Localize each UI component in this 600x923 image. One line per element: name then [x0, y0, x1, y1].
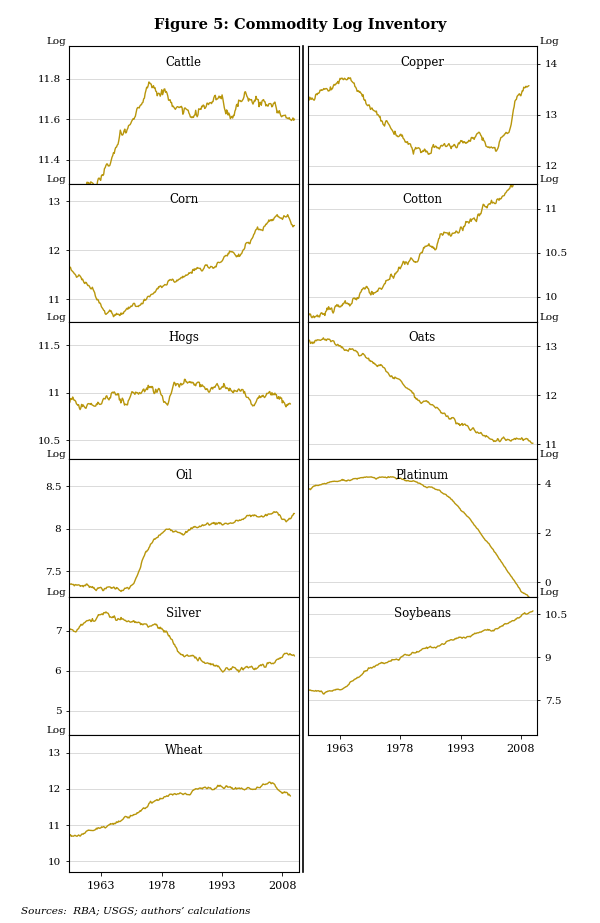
Text: Log: Log: [47, 37, 67, 46]
Text: Corn: Corn: [169, 194, 199, 207]
Text: Oil: Oil: [175, 469, 193, 482]
Text: Log: Log: [539, 450, 559, 459]
Text: Oats: Oats: [409, 331, 436, 344]
Text: Log: Log: [539, 37, 559, 46]
Text: Copper: Copper: [400, 55, 444, 69]
Text: Hogs: Hogs: [169, 331, 199, 344]
Text: Sources:  RBA; USGS; authors’ calculations: Sources: RBA; USGS; authors’ calculation…: [21, 906, 251, 916]
Text: Log: Log: [539, 174, 559, 184]
Text: Log: Log: [539, 588, 559, 597]
Text: Log: Log: [47, 725, 67, 735]
Text: Wheat: Wheat: [164, 744, 203, 757]
Text: Silver: Silver: [166, 606, 201, 619]
Text: Log: Log: [47, 588, 67, 597]
Text: Cotton: Cotton: [402, 194, 442, 207]
Text: Platinum: Platinum: [395, 469, 449, 482]
Text: Log: Log: [47, 174, 67, 184]
Text: Soybeans: Soybeans: [394, 606, 451, 619]
Text: Cattle: Cattle: [166, 55, 202, 69]
Text: Log: Log: [47, 450, 67, 459]
Text: Log: Log: [539, 313, 559, 321]
Text: Log: Log: [47, 313, 67, 321]
Text: Figure 5: Commodity Log Inventory: Figure 5: Commodity Log Inventory: [154, 18, 446, 32]
